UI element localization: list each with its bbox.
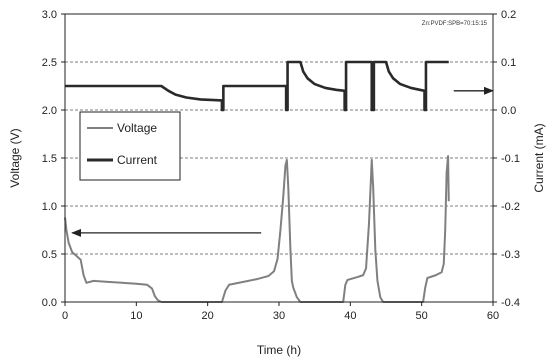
series-layer — [64, 60, 450, 303]
y-left-tick-label: 1.0 — [42, 201, 57, 213]
axis-arrows — [71, 86, 494, 237]
y-left-tick-label: 2.5 — [42, 57, 57, 69]
y-right-tick-label: 0.1 — [501, 57, 516, 69]
x-tick-label: 30 — [273, 310, 285, 322]
axis-ticks: 0 10 20 30 40 50 60 0.0 0.5 1.0 1.5 2.0 2.5 3.0 -0.4 -0… — [42, 9, 520, 322]
x-tick-label: 50 — [416, 310, 428, 322]
series-line-current — [65, 60, 449, 112]
y-right-tick-label: 0.0 — [501, 105, 516, 117]
legend-box — [79, 111, 181, 181]
legend-label-current: Current — [117, 153, 158, 167]
y-left-tick-label: 0.5 — [42, 249, 57, 261]
legend-label-voltage: Voltage — [117, 121, 157, 135]
y-right-tick-label: -0.3 — [501, 249, 520, 261]
composition-annotation: Zn:PVDF:SPB=70:15:15 — [422, 21, 488, 27]
y-left-tick-label: 2.0 — [42, 105, 57, 117]
y-axis-right-title: Current (mA) — [532, 123, 546, 192]
y-right-tick-label: -0.4 — [501, 297, 520, 309]
legend: Voltage Current — [79, 111, 181, 181]
y-left-tick-label: 1.5 — [42, 153, 57, 165]
x-tick-label: 60 — [487, 310, 499, 322]
x-tick-label: 40 — [344, 310, 356, 322]
y-right-tick-label: -0.1 — [501, 153, 520, 165]
x-axis-title: Time (h) — [257, 343, 301, 357]
x-tick-label: 10 — [130, 310, 142, 322]
y-left-tick-label: 0.0 — [42, 297, 57, 309]
y-left-tick-label: 3.0 — [42, 9, 57, 21]
x-tick-label: 20 — [202, 310, 214, 322]
y-right-tick-label: 0.2 — [501, 9, 516, 21]
y-axis-left-title: Voltage (V) — [8, 128, 22, 187]
x-tick-label: 0 — [62, 310, 68, 322]
y-right-tick-label: -0.2 — [501, 201, 520, 213]
